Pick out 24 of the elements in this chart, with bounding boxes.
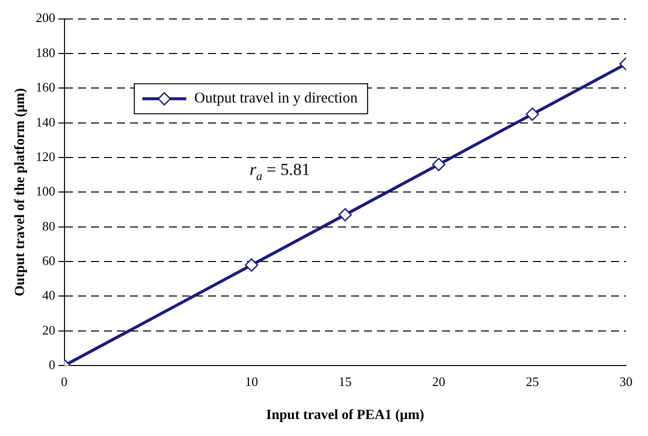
legend-label: Output travel in y direction	[194, 90, 358, 107]
x-tick-label: 20	[432, 374, 446, 389]
y-tick-label: 40	[42, 288, 56, 303]
y-tick-label: 120	[36, 148, 56, 164]
x-tick-label: 0	[61, 374, 68, 389]
point	[432, 158, 446, 172]
y-tick-label: 20	[42, 322, 56, 338]
y-tick-label: 60	[42, 252, 56, 268]
point	[244, 258, 258, 272]
x-tick-label: 10	[245, 374, 258, 389]
x-axis-title: Input travel of PEA1 (μm)	[266, 408, 424, 424]
y-tick-label: 180	[36, 44, 56, 60]
y-tick-label: 200	[36, 10, 56, 26]
y-tick-label: 80	[42, 218, 56, 234]
y-tick-label: 160	[36, 80, 56, 95]
x-tick-label: 30	[620, 374, 632, 389]
y-tick-label: 140	[36, 114, 56, 130]
x-tick-label: 25	[526, 374, 539, 389]
point	[526, 108, 540, 121]
y-tick-label: 100	[36, 184, 56, 199]
x-tick-label: 15	[338, 374, 352, 389]
point	[338, 208, 352, 222]
y-axis-title: Output travel of the platform (μm)	[13, 88, 28, 296]
y-tick-label: 0	[48, 357, 56, 372]
